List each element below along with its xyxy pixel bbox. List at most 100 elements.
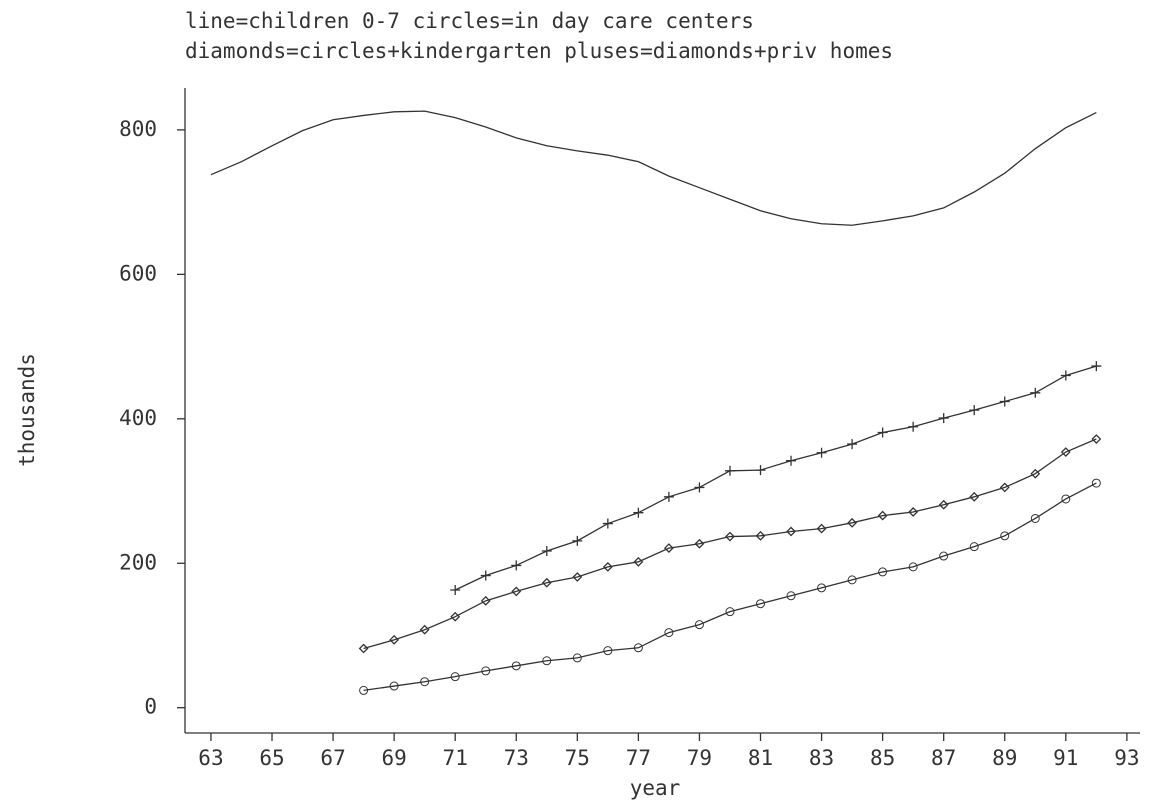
x-tick-label: 71	[443, 746, 468, 770]
plus-marker	[602, 518, 613, 529]
circle-marker	[878, 567, 888, 577]
plus-marker	[511, 560, 522, 571]
x-tick-label: 89	[992, 746, 1017, 770]
x-tick-label: 63	[198, 746, 223, 770]
x-axis-label: year	[630, 776, 681, 800]
plus-marker	[877, 427, 888, 438]
diamond-marker	[694, 538, 705, 549]
x-tick-label: 91	[1053, 746, 1078, 770]
x-tick-label: 79	[687, 746, 712, 770]
plus-marker	[786, 455, 797, 466]
plus-marker	[847, 439, 858, 450]
x-tick-label: 81	[748, 746, 773, 770]
x-tick-label: 93	[1114, 746, 1139, 770]
diamond-marker	[541, 577, 552, 588]
circle-marker	[450, 672, 460, 682]
x-tick-label: 67	[320, 746, 345, 770]
plus-marker	[541, 545, 552, 556]
plus-marker	[1060, 370, 1071, 381]
plus-marker	[908, 421, 919, 432]
diamond-marker	[1091, 434, 1102, 444]
y-tick-label: 800	[119, 117, 157, 141]
circle-marker	[481, 666, 491, 676]
diamond-marker	[908, 507, 919, 517]
circle-marker	[756, 599, 766, 609]
chart-title: diamonds=circles+kindergarten pluses=dia…	[185, 39, 893, 63]
circle-marker	[725, 607, 735, 617]
circle-marker	[572, 653, 582, 663]
circle-marker	[939, 551, 949, 561]
y-tick-label: 600	[119, 261, 157, 285]
plus-marker	[480, 570, 491, 581]
diamond-marker	[480, 595, 491, 606]
diamond-marker	[999, 482, 1010, 493]
x-tick-label: 87	[931, 746, 956, 770]
plus-marker	[999, 396, 1010, 407]
circle-marker	[694, 620, 704, 630]
diamond-marker	[938, 499, 949, 510]
circle-marker	[1061, 494, 1071, 504]
diamond-marker	[511, 586, 522, 597]
y-tick-label: 0	[144, 695, 157, 719]
plus-marker	[663, 491, 674, 502]
circle-marker	[1030, 513, 1040, 523]
plus-marker	[572, 535, 583, 546]
y-tick-label: 200	[119, 550, 157, 574]
diamond-marker	[755, 530, 766, 541]
diamond-marker	[602, 561, 613, 572]
circle-marker	[847, 575, 857, 585]
plus-marker	[1030, 387, 1041, 398]
circle-marker	[420, 677, 430, 687]
plus-marker	[755, 465, 766, 476]
circle-marker	[1000, 531, 1010, 541]
x-tick-label: 85	[870, 746, 895, 770]
series-line	[363, 482, 1097, 692]
plus-marker	[450, 584, 461, 595]
diamond-marker	[847, 517, 858, 528]
diamond-marker	[786, 526, 796, 537]
circle-marker	[542, 656, 552, 666]
diamond-marker	[1030, 468, 1041, 479]
diamond-marker	[877, 510, 888, 521]
circle-marker	[969, 542, 979, 552]
circle-marker	[633, 643, 643, 653]
series-line	[454, 365, 1097, 591]
diamond-marker	[358, 643, 369, 654]
circle-marker	[359, 685, 369, 695]
circle-marker	[908, 562, 918, 572]
diamond-marker	[1060, 447, 1071, 457]
diamond-marker	[633, 556, 644, 567]
circle-marker	[511, 661, 521, 671]
y-axis-label: thousands	[15, 353, 39, 467]
x-tick-label: 65	[259, 746, 284, 770]
diamond-marker	[969, 491, 980, 502]
plus-marker	[724, 465, 735, 476]
diamond-marker	[389, 634, 400, 645]
diamond-marker	[816, 523, 827, 534]
diamond-marker	[725, 531, 735, 542]
x-tick-label: 83	[809, 746, 834, 770]
x-tick-label: 77	[626, 746, 651, 770]
plus-marker	[938, 413, 949, 424]
circle-marker	[389, 681, 399, 691]
diamond-marker	[419, 624, 430, 635]
circle-marker	[603, 646, 613, 656]
plus-marker	[816, 447, 827, 458]
chart-title: line=children 0-7 circles=in day care ce…	[185, 9, 754, 33]
x-tick-label: 75	[565, 746, 590, 770]
circle-marker	[817, 583, 827, 593]
circle-marker	[664, 628, 674, 638]
circle-marker	[786, 591, 796, 601]
series-line	[210, 110, 1097, 226]
x-tick-label: 69	[381, 746, 406, 770]
series-line	[363, 438, 1097, 650]
y-tick-label: 400	[119, 406, 157, 430]
plus-marker	[969, 405, 980, 416]
circle-marker	[1091, 478, 1101, 488]
diamond-marker	[572, 572, 583, 582]
plus-marker	[633, 507, 644, 518]
plus-marker	[1091, 361, 1102, 372]
plus-marker	[694, 482, 705, 493]
diamond-marker	[663, 543, 674, 554]
